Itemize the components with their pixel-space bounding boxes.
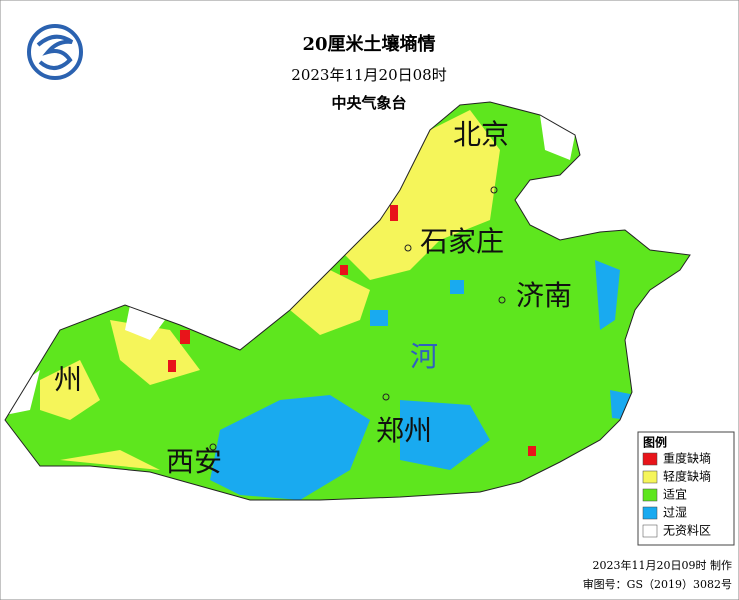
city-label: 州 [54, 363, 82, 396]
logo [27, 24, 83, 80]
legend-swatch [642, 452, 658, 466]
legend-label: 无资料区 [663, 524, 711, 538]
approval-note: 审图号：GS（2019）3082号 [583, 577, 732, 591]
soil-patch [290, 270, 370, 335]
legend-swatch [642, 470, 658, 484]
soil-patch [340, 265, 348, 275]
soil-patch [40, 360, 100, 420]
subtitle: 2023年11月20日08时 [291, 66, 446, 84]
city-label: 济南 [516, 279, 572, 312]
soil-patch [450, 280, 464, 294]
soil-patch [528, 446, 536, 456]
soil-patch [110, 320, 200, 385]
soil-patch [390, 205, 398, 221]
soil-patch [540, 115, 575, 160]
legend-label: 过湿 [663, 505, 687, 520]
soil-patch [340, 110, 500, 280]
city-label: 石家庄 [420, 225, 504, 258]
legend-swatch [642, 524, 658, 538]
soil-patch [125, 305, 165, 340]
river-label: 河 [410, 340, 438, 373]
city-label: 西安 [166, 445, 222, 478]
soil-patch [400, 400, 490, 470]
title: 20厘米土壤墒情 [302, 33, 435, 55]
legend-swatch [642, 488, 658, 502]
legend-label: 轻度缺墒 [663, 469, 711, 484]
legend-swatch [642, 506, 658, 520]
soil-patch [210, 395, 370, 500]
legend-title: 图例 [643, 435, 667, 450]
soil-patch [370, 310, 388, 326]
made-note: 2023年11月20日09时 制作 [593, 558, 732, 572]
soil-patch [180, 330, 190, 344]
legend-label: 重度缺墒 [663, 451, 711, 466]
soil-patch [60, 450, 160, 470]
agency: 中央气象台 [331, 94, 406, 112]
city-label: 郑州 [376, 414, 432, 447]
city-label: 北京 [453, 118, 509, 151]
soil-patch [168, 360, 176, 372]
legend-label: 适宜 [663, 487, 687, 502]
soil-patch [595, 260, 620, 330]
